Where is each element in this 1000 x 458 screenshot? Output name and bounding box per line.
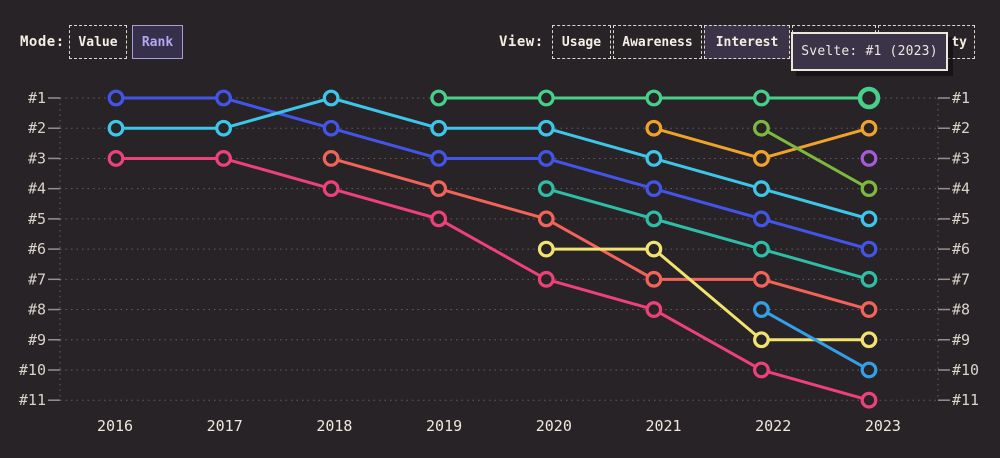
data-point-blue-2017[interactable] <box>215 89 232 107</box>
mode-label: Mode: <box>20 34 65 50</box>
data-point-cyan-2022[interactable] <box>753 180 770 198</box>
rank-label-right: #3 <box>952 149 970 167</box>
rank-label-right: #4 <box>952 180 970 198</box>
rank-label-right: #1 <box>952 89 970 107</box>
year-label: 2020 <box>536 417 572 435</box>
data-point-pink-2019[interactable] <box>430 210 448 228</box>
rank-label-right: #8 <box>952 301 970 319</box>
data-point-cyan-2021[interactable] <box>645 150 663 167</box>
data-point-cyan-2017[interactable] <box>215 119 232 137</box>
data-point-green-2019[interactable] <box>430 89 448 107</box>
rank-label-left: #6 <box>28 240 46 258</box>
data-point-blue-2021[interactable] <box>645 180 663 198</box>
data-point-green-2022[interactable] <box>753 89 770 107</box>
data-point-yellow-2021[interactable] <box>645 240 663 258</box>
rank-label-left: #2 <box>28 119 46 137</box>
rank-label-left: #3 <box>28 149 46 167</box>
rank-label-left: #4 <box>28 180 46 198</box>
data-point-salmon-2022[interactable] <box>753 270 770 288</box>
year-label: 2021 <box>645 417 681 435</box>
series-line-pink[interactable] <box>114 156 871 402</box>
tooltip: Svelte: #1 (2023) <box>791 32 948 71</box>
year-label: 2018 <box>316 417 352 435</box>
rank-label-right: #2 <box>952 119 970 137</box>
rank-label-right: #9 <box>952 331 970 349</box>
data-point-teal-2021[interactable] <box>645 210 663 228</box>
data-point-pink-2023[interactable] <box>860 391 878 409</box>
rank-label-right: #10 <box>952 361 979 379</box>
data-point-pink-2022[interactable] <box>753 361 770 379</box>
data-point-pink-2016[interactable] <box>107 150 125 167</box>
data-point-green-2021[interactable] <box>645 89 663 107</box>
data-point-blue-2018[interactable] <box>322 119 340 137</box>
series-line-salmon[interactable] <box>329 156 871 312</box>
data-point-purple-2023[interactable] <box>860 150 878 167</box>
data-point-yellow-2022[interactable] <box>753 331 770 349</box>
data-point-yellow-2020[interactable] <box>537 240 555 258</box>
data-point-blue-2023[interactable] <box>860 240 878 258</box>
tooltip-text: Svelte: #1 (2023) <box>801 44 938 59</box>
data-point-teal-2020[interactable] <box>537 180 555 198</box>
rank-label-left: #9 <box>28 331 46 349</box>
series-line-teal[interactable] <box>544 187 871 281</box>
data-point-cyan-2016[interactable] <box>107 119 125 137</box>
highlighted-data-point-green-2023[interactable] <box>857 86 881 110</box>
data-point-salmon-2019[interactable] <box>430 180 448 198</box>
year-label: 2019 <box>426 417 462 435</box>
rank-label-left: #1 <box>28 89 46 107</box>
rank-label-right: #6 <box>952 240 970 258</box>
data-point-cyan-2019[interactable] <box>430 119 448 137</box>
data-point-cyan-2018[interactable] <box>322 89 340 107</box>
year-label: 2017 <box>207 417 243 435</box>
view-label: View: <box>499 34 544 50</box>
rank-label-left: #5 <box>28 210 46 228</box>
data-point-sky-2022[interactable] <box>753 301 770 318</box>
data-point-salmon-2023[interactable] <box>860 301 878 318</box>
data-point-orange-2022[interactable] <box>753 150 770 167</box>
rank-label-right: #7 <box>952 270 970 288</box>
series-line-cyan[interactable] <box>114 96 871 221</box>
series-line-sky[interactable] <box>759 308 871 372</box>
rank-label-left: #8 <box>28 301 46 319</box>
mode-button-value[interactable]: Value <box>69 25 127 59</box>
view-button-interest[interactable]: Interest <box>704 25 790 59</box>
view-button-awareness[interactable]: Awareness <box>613 25 702 59</box>
data-point-cyan-2020[interactable] <box>537 119 555 137</box>
data-point-cyan-2023[interactable] <box>860 210 878 228</box>
data-point-green-2020[interactable] <box>537 89 555 107</box>
rank-label-right: #5 <box>952 210 970 228</box>
data-point-pink-2017[interactable] <box>215 150 232 167</box>
data-point-salmon-2021[interactable] <box>645 270 663 288</box>
rank-label-left: #10 <box>19 361 46 379</box>
series-line-blue[interactable] <box>114 96 871 251</box>
data-point-pink-2018[interactable] <box>322 180 340 198</box>
year-label: 2016 <box>97 417 133 435</box>
mode-button-rank[interactable]: Rank <box>132 25 183 59</box>
data-point-blue-2019[interactable] <box>430 150 448 167</box>
rank-label-left: #7 <box>28 270 46 288</box>
data-point-blue-2020[interactable] <box>537 150 555 167</box>
year-label: 2023 <box>865 417 901 435</box>
data-point-yellow-2023[interactable] <box>860 331 878 349</box>
data-point-lime-2022[interactable] <box>753 119 770 137</box>
data-point-blue-2022[interactable] <box>753 210 770 228</box>
rank-label-left: #11 <box>19 391 46 409</box>
view-button-usage[interactable]: Usage <box>552 25 611 59</box>
data-point-teal-2022[interactable] <box>753 240 770 258</box>
series-line-lime[interactable] <box>759 126 871 191</box>
data-point-pink-2021[interactable] <box>645 301 663 318</box>
data-point-sky-2023[interactable] <box>860 361 878 379</box>
data-point-blue-2016[interactable] <box>107 89 125 107</box>
data-point-orange-2023[interactable] <box>860 119 878 137</box>
rank-label-right: #11 <box>952 391 979 409</box>
data-point-lime-2023[interactable] <box>860 180 878 198</box>
year-label: 2022 <box>755 417 791 435</box>
data-point-salmon-2018[interactable] <box>322 150 340 167</box>
data-point-teal-2023[interactable] <box>860 270 878 288</box>
data-point-salmon-2020[interactable] <box>537 210 555 228</box>
data-point-pink-2020[interactable] <box>537 270 555 288</box>
data-point-orange-2021[interactable] <box>645 119 663 137</box>
